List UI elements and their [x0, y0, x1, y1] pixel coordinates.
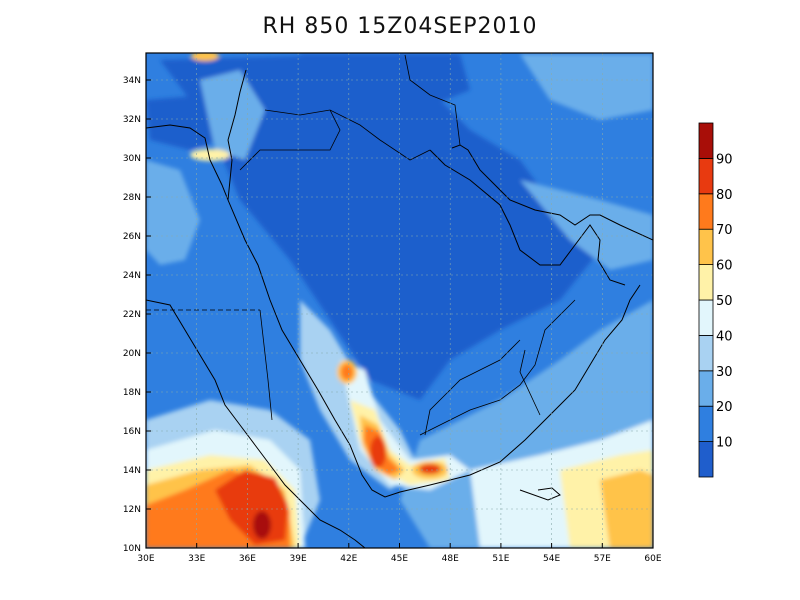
map-title: RH 850 15Z04SEP2010: [262, 14, 538, 39]
rh-30-west: [146, 160, 200, 265]
colorbar-label: 40: [716, 329, 733, 344]
rh-30-gulf: [520, 180, 653, 270]
lat-tick-label: 34N: [123, 76, 141, 86]
lon-tick-label: 42E: [340, 554, 357, 564]
colorbar-label: 50: [716, 294, 733, 309]
rh-low-north: [300, 54, 470, 110]
colorbar-swatch: [698, 157, 714, 195]
rh-60-sinai: [190, 149, 230, 161]
rh-low-interior: [160, 55, 600, 400]
colorbar-label: 60: [716, 259, 733, 274]
rh-90-yemen: [370, 436, 386, 468]
rh-max-africa: [253, 511, 271, 539]
lon-tick-label: 57E: [594, 554, 611, 564]
lat-tick-label: 14N: [123, 466, 141, 476]
lon-tick-label: 33E: [188, 554, 205, 564]
coastlines: [146, 69, 653, 548]
lat-tick-label: 22N: [123, 310, 141, 320]
colorbar-swatch: [698, 405, 714, 443]
colorbar-swatch: [698, 122, 714, 159]
country-borders: [146, 54, 576, 436]
colorbar-swatch: [698, 228, 714, 265]
lon-tick-label: 48E: [442, 554, 459, 564]
colorbar: [698, 122, 714, 478]
lat-tick-label: 10N: [123, 544, 141, 554]
colorbar-label: 20: [716, 400, 733, 415]
lat-tick-label: 12N: [123, 505, 141, 515]
humidity-field: [146, 53, 653, 548]
lon-tick-label: 51E: [492, 554, 509, 564]
lon-tick-label: 60E: [644, 554, 661, 564]
rh-70-med: [191, 53, 219, 61]
colorbar-label: 30: [716, 365, 733, 380]
lat-tick-label: 16N: [123, 427, 141, 437]
colorbar-label: 70: [716, 223, 733, 238]
lon-tick-label: 54E: [543, 554, 560, 564]
latitude-axis: 10N 12N 14N 16N 18N 20N 22N 24N 26N 28N 30N 32N 34N: [123, 76, 151, 554]
lat-tick-label: 26N: [123, 232, 141, 242]
lat-tick-label: 28N: [123, 193, 141, 203]
lat-tick-label: 30N: [123, 154, 141, 164]
colorbar-label: 90: [716, 152, 733, 167]
rh-30-north: [520, 54, 653, 120]
rh-40-levant: [200, 70, 265, 160]
rh-asir-80: [341, 364, 353, 380]
rh-east-yemen-80: [419, 464, 441, 474]
lon-tick-label: 30E: [137, 554, 154, 564]
longitude-axis: 30E 33E 36E 39E 42E 45E 48E 51E 54E 57E 60E: [137, 543, 662, 564]
lat-tick-label: 18N: [123, 388, 141, 398]
lat-tick-label: 24N: [123, 271, 141, 281]
colorbar-labels: 10 20 30 40 50 60 70 80 90: [716, 152, 733, 450]
lon-tick-label: 45E: [391, 554, 408, 564]
colorbar-label: 10: [716, 436, 733, 451]
colorbar-swatch: [698, 441, 714, 478]
colorbar-label: 80: [716, 188, 733, 203]
lat-tick-label: 32N: [123, 115, 141, 125]
colorbar-swatch: [698, 370, 714, 407]
lon-tick-label: 39E: [290, 554, 307, 564]
colorbar-swatch: [698, 264, 714, 301]
colorbar-swatch: [698, 334, 714, 372]
colorbar-swatch: [698, 299, 714, 336]
lat-tick-label: 20N: [123, 349, 141, 359]
colorbar-swatch: [698, 193, 714, 230]
lon-tick-label: 36E: [239, 554, 256, 564]
